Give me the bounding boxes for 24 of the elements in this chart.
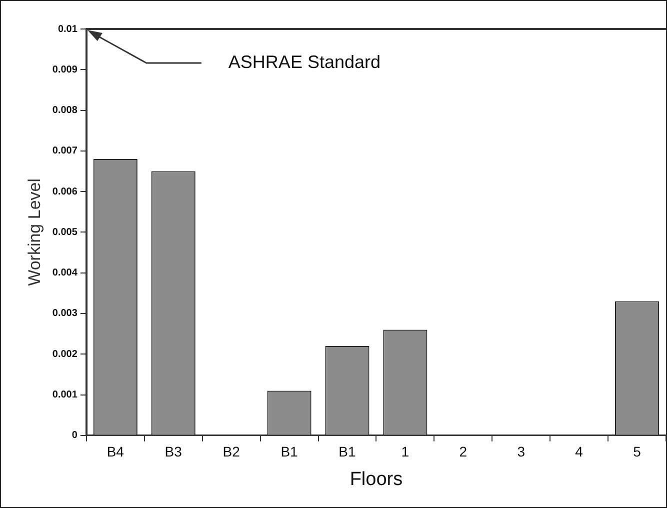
y-tick-label: 0.007: [52, 146, 78, 157]
x-tick-label: B1: [338, 444, 356, 460]
y-tick-label: 0.002: [52, 348, 78, 360]
ref-line-label: ASHRAE Standard: [228, 52, 381, 72]
y-tick-label: 0.003: [52, 308, 78, 320]
y-tick-label: 0.005: [52, 226, 78, 238]
y-tick-label: 0: [72, 430, 78, 442]
y-tick-label: 0.008: [52, 105, 78, 116]
x-tick-label: 3: [517, 444, 526, 460]
y-tick-label: 0.009: [52, 64, 78, 76]
y-tick-label: 0.001: [52, 390, 78, 401]
x-axis-title: Floors: [350, 468, 403, 490]
y-tick-label: 0.004: [52, 268, 78, 279]
y-tick-label: 0.01: [58, 24, 78, 35]
x-tick-label: 4: [575, 444, 584, 460]
x-tick-label: 5: [633, 444, 642, 460]
x-tick-label: B2: [222, 444, 240, 460]
x-tick-label: 2: [459, 444, 468, 460]
x-tick-label: 1: [401, 444, 410, 460]
y-axis-title: Working Level: [24, 178, 44, 286]
x-tick-label: B3: [164, 444, 182, 460]
x-tick-label: B4: [106, 444, 124, 460]
y-tick-label: 0.006: [52, 186, 78, 198]
x-tick-label: B1: [280, 444, 298, 460]
